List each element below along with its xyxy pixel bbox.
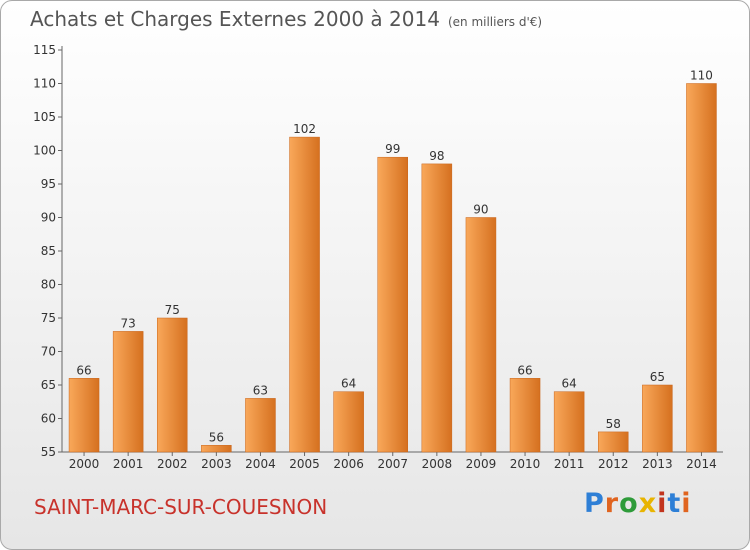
- x-tick-label-2012: 2012: [598, 457, 629, 471]
- bar-2010: [509, 378, 541, 453]
- logo-letter: r: [604, 488, 620, 519]
- title-text: Achats et Charges Externes 2000 à 2014: [30, 7, 440, 31]
- bar-2011: [553, 391, 585, 453]
- logo-letter: i: [681, 488, 692, 519]
- y-tick-label: 65: [41, 378, 56, 392]
- x-tick-label-2003: 2003: [201, 457, 232, 471]
- data-label-2014: 110: [690, 69, 713, 83]
- data-label-2010: 66: [517, 363, 532, 377]
- x-tick-label-2006: 2006: [333, 457, 364, 471]
- x-tick-label-2013: 2013: [642, 457, 673, 471]
- proxiti-logo[interactable]: Proxiti: [584, 488, 692, 519]
- x-tick-label-2010: 2010: [510, 457, 541, 471]
- x-tick-label-2011: 2011: [554, 457, 585, 471]
- y-tick-label: 95: [41, 177, 56, 191]
- x-tick-label-2007: 2007: [377, 457, 408, 471]
- bar-2014: [686, 83, 717, 453]
- x-tick-label-2014: 2014: [686, 457, 717, 471]
- y-tick-label: 90: [41, 211, 56, 225]
- bar-2009: [465, 217, 497, 453]
- bar-2000: [68, 378, 100, 453]
- y-tick-label: 115: [33, 43, 56, 57]
- y-tick-label: 75: [41, 311, 56, 325]
- data-label-2011: 64: [562, 377, 577, 391]
- data-label-2002: 75: [165, 303, 180, 317]
- data-label-2008: 98: [429, 149, 444, 163]
- data-label-2006: 64: [341, 377, 356, 391]
- x-tick-label-2009: 2009: [466, 457, 497, 471]
- data-label-2012: 58: [606, 417, 621, 431]
- axes: 55 60 65 70 75 80 85 90 95 100 105 110 115 2000 2001 20…: [33, 43, 723, 471]
- bars: 66 73 75 56 63 102 64 99 98 90 66 64 58 65 110: [68, 69, 717, 453]
- logo-letter: i: [657, 488, 668, 519]
- data-label-2001: 73: [121, 316, 136, 330]
- data-label-2003: 56: [209, 430, 224, 444]
- y-tick-label: 85: [41, 244, 56, 258]
- data-label-2000: 66: [76, 363, 91, 377]
- chart-title: Achats et Charges Externes 2000 à 2014 (e…: [30, 7, 542, 31]
- bar-2007: [377, 156, 408, 453]
- title-unit: (en milliers d'€): [447, 15, 543, 29]
- x-tick-label-2005: 2005: [289, 457, 320, 471]
- bar-2004: [245, 398, 276, 453]
- bar-2006: [333, 391, 364, 453]
- y-tick-label: 70: [41, 345, 56, 359]
- data-label-2009: 90: [473, 203, 488, 217]
- town-name: SAINT-MARC-SUR-COUESNON: [34, 495, 328, 519]
- data-label-2005: 102: [293, 122, 316, 136]
- data-label-2007: 99: [385, 142, 400, 156]
- bar-2005: [289, 136, 320, 453]
- x-tick-label-2002: 2002: [157, 457, 188, 471]
- bar-2008: [421, 163, 453, 453]
- bar-2001: [112, 331, 144, 453]
- bar-2013: [642, 384, 673, 453]
- logo-letter: t: [667, 488, 682, 519]
- y-tick-label: 80: [41, 278, 56, 292]
- y-tick-label: 60: [41, 412, 56, 426]
- x-tick-label-2004: 2004: [245, 457, 276, 471]
- logo-letter: P: [584, 488, 605, 519]
- x-tick-label-2008: 2008: [422, 457, 453, 471]
- x-tick-label-2000: 2000: [69, 457, 100, 471]
- bar-2012: [598, 431, 629, 453]
- data-label-2013: 65: [650, 370, 665, 384]
- y-tick-label: 110: [33, 77, 56, 91]
- y-tick-label: 55: [41, 445, 56, 459]
- bar-2002: [157, 317, 188, 453]
- y-tick-label: 105: [33, 110, 56, 124]
- logo-letter: o: [619, 488, 639, 519]
- logo-letter: x: [638, 488, 658, 519]
- y-tick-label: 100: [33, 144, 56, 158]
- bar-2003: [201, 445, 232, 453]
- x-tick-label-2001: 2001: [113, 457, 144, 471]
- data-label-2004: 63: [253, 383, 268, 397]
